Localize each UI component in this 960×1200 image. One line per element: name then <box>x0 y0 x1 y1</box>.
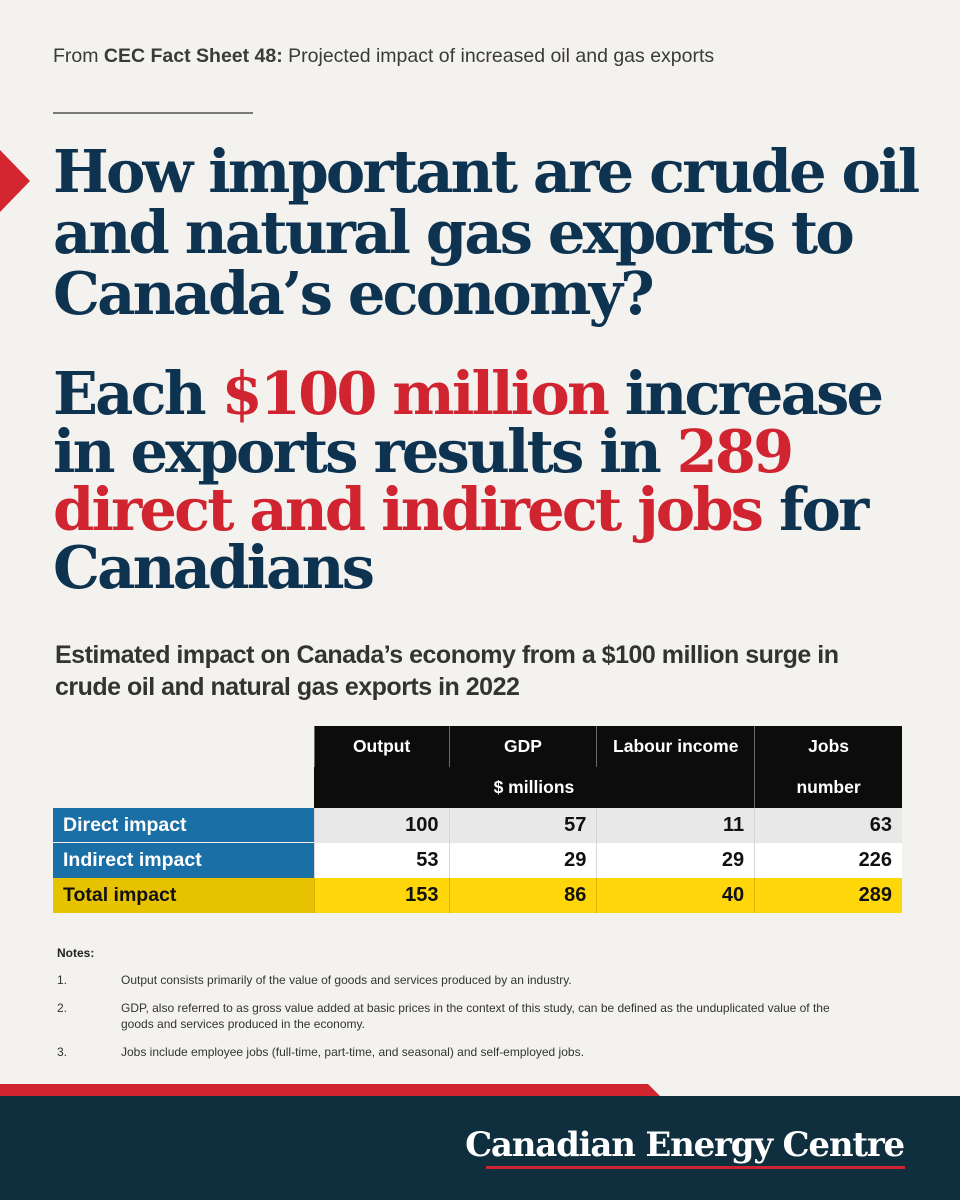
impact-table: Output GDP Labour income Jobs $ millions… <box>53 726 902 913</box>
header-spacer <box>53 726 314 767</box>
source-line: From CEC Fact Sheet 48: Projected impact… <box>53 45 714 68</box>
table-title: Estimated impact on Canada’s economy fro… <box>55 641 839 701</box>
note-text: Output consists primarily of the value o… <box>121 973 572 987</box>
note-item: 1. Output consists primarily of the valu… <box>57 972 841 988</box>
column-header-gdp: GDP <box>448 726 597 767</box>
cell-labour-income: 29 <box>596 843 755 878</box>
footer <box>0 1096 960 1200</box>
source-name: CEC Fact Sheet 48: <box>103 45 283 67</box>
note-number: 2. <box>57 1001 68 1015</box>
cell-output: 53 <box>313 843 449 878</box>
key-finding-part2: increase in exports results in <box>53 359 884 486</box>
table-row-total: Total impact 153 86 40 289 <box>53 878 902 913</box>
divider <box>53 112 253 114</box>
table-row: Indirect impact 53 29 29 226 <box>53 843 902 878</box>
arrow-right-icon <box>0 150 30 212</box>
cell-gdp: 57 <box>448 808 597 843</box>
table-header-row: Output GDP Labour income Jobs <box>53 726 902 767</box>
headline: How important are crude oil and natural … <box>53 137 920 328</box>
footer-accent-stripe <box>0 1084 660 1096</box>
cell-output: 100 <box>313 808 449 843</box>
key-finding-part1: Each <box>53 359 222 428</box>
key-finding-highlight-amount: $100 million <box>221 359 610 428</box>
column-header-jobs: Jobs <box>754 726 902 767</box>
key-finding: Each $100 million increase in exports re… <box>53 364 943 597</box>
brand-logo: Canadian Energy Centre <box>465 1125 905 1165</box>
cell-labour-income: 40 <box>596 878 755 913</box>
key-finding-highlight-jobs: 289 direct and indirect jobs <box>53 417 794 544</box>
cell-labour-income: 11 <box>596 808 755 843</box>
row-label: Total impact <box>53 878 314 913</box>
cell-jobs: 63 <box>754 808 902 843</box>
units-money: $ millions <box>313 767 755 808</box>
note-text: GDP, also referred to as gross value add… <box>121 1001 830 1031</box>
cell-gdp: 86 <box>448 878 597 913</box>
note-number: 3. <box>57 1045 68 1059</box>
column-header-labour-income: Labour income <box>596 726 755 767</box>
source-prefix: From <box>53 45 99 67</box>
units-spacer <box>53 767 314 808</box>
row-label: Direct impact <box>53 808 314 843</box>
cell-gdp: 29 <box>448 843 597 878</box>
note-text: Jobs include employee jobs (full-time, p… <box>121 1045 584 1059</box>
row-label: Indirect impact <box>53 843 314 878</box>
note-item: 3. Jobs include employee jobs (full-time… <box>57 1044 841 1060</box>
note-number: 1. <box>57 973 68 987</box>
column-header-output: Output <box>313 726 449 767</box>
cell-jobs: 289 <box>754 878 902 913</box>
key-finding-part3: for Canadians <box>53 475 869 602</box>
cell-jobs: 226 <box>754 843 902 878</box>
source-suffix: Projected impact of increased oil and ga… <box>288 45 715 67</box>
table-row: Direct impact 100 57 11 63 <box>53 808 902 843</box>
units-count: number <box>754 767 902 808</box>
brand-underline <box>486 1166 905 1169</box>
cell-output: 153 <box>313 878 449 913</box>
table-units-row: $ millions number <box>53 767 902 808</box>
note-item: 2. GDP, also referred to as gross value … <box>57 1000 841 1032</box>
notes-title: Notes: <box>57 946 95 960</box>
